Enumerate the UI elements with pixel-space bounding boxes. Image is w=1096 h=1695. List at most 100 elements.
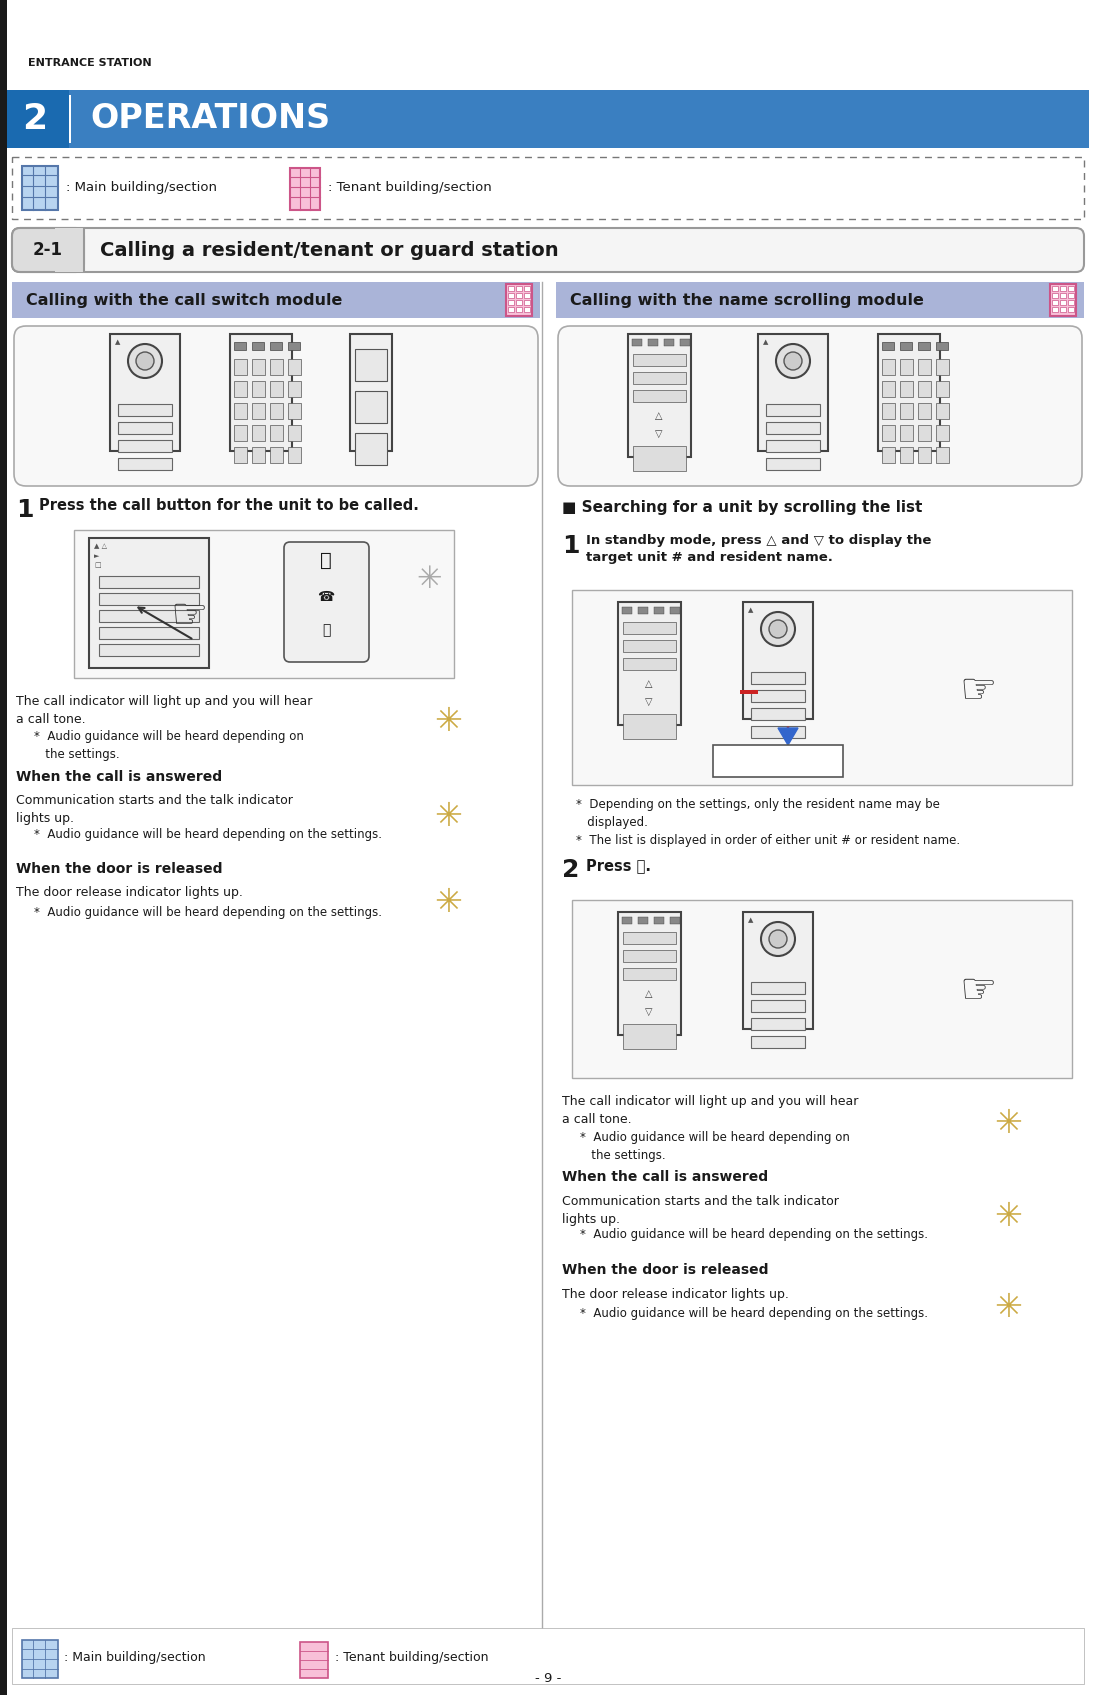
Bar xyxy=(1068,293,1074,298)
Text: Press ⓒ.: Press ⓒ. xyxy=(586,858,651,873)
Bar xyxy=(516,286,522,292)
Bar xyxy=(751,1019,804,1031)
Bar xyxy=(623,1024,676,1049)
Bar xyxy=(1068,286,1074,292)
Circle shape xyxy=(136,353,155,370)
Bar xyxy=(632,339,642,346)
Text: ▲ △: ▲ △ xyxy=(94,542,107,549)
Bar xyxy=(524,307,530,312)
Bar xyxy=(751,981,804,993)
Text: ENTRANCE STATION: ENTRANCE STATION xyxy=(28,58,151,68)
Bar xyxy=(516,300,522,305)
Bar xyxy=(252,381,265,397)
Text: *  Audio guidance will be heard depending on the settings.: * Audio guidance will be heard depending… xyxy=(580,1307,928,1320)
Text: ✳: ✳ xyxy=(434,886,463,919)
Bar xyxy=(633,354,686,366)
Bar xyxy=(878,334,940,451)
Bar xyxy=(12,158,1084,219)
Text: ▽: ▽ xyxy=(646,697,653,707)
Text: When the call is answered: When the call is answered xyxy=(562,1170,768,1185)
Bar xyxy=(110,334,180,451)
Text: Press the call button for the unit to be called.: Press the call button for the unit to be… xyxy=(39,498,419,514)
Bar xyxy=(623,949,676,963)
Bar xyxy=(751,690,804,702)
Bar xyxy=(918,447,931,463)
FancyBboxPatch shape xyxy=(284,542,369,663)
Bar xyxy=(270,447,283,463)
Bar xyxy=(0,0,7,1695)
Bar xyxy=(900,381,913,397)
Bar xyxy=(638,917,648,924)
Bar xyxy=(7,90,69,147)
Text: Communication starts and the talk indicator
lights up.: Communication starts and the talk indica… xyxy=(16,793,293,825)
Bar xyxy=(290,168,320,210)
Bar xyxy=(1052,307,1058,312)
Bar xyxy=(355,392,387,424)
Bar xyxy=(99,593,199,605)
Bar xyxy=(1060,307,1066,312)
Bar xyxy=(623,968,676,980)
Bar xyxy=(918,403,931,419)
Text: 2-1: 2-1 xyxy=(33,241,62,259)
Bar xyxy=(235,425,247,441)
Text: : Tenant building/section: : Tenant building/section xyxy=(335,1651,489,1664)
Text: 2: 2 xyxy=(22,102,47,136)
Text: The call indicator will light up and you will hear
a call tone.: The call indicator will light up and you… xyxy=(562,1095,858,1125)
Bar xyxy=(918,425,931,441)
Bar xyxy=(252,342,264,349)
Bar xyxy=(766,441,820,453)
Bar xyxy=(1052,300,1058,305)
Bar xyxy=(288,425,301,441)
Bar xyxy=(509,286,514,292)
Bar xyxy=(740,690,758,693)
Bar xyxy=(648,339,658,346)
Bar xyxy=(882,447,895,463)
Text: ▲: ▲ xyxy=(115,339,121,346)
Text: ✳: ✳ xyxy=(994,1200,1021,1232)
Text: ✳: ✳ xyxy=(994,1292,1021,1324)
Bar xyxy=(270,403,283,419)
Bar xyxy=(751,709,804,720)
Bar xyxy=(99,644,199,656)
Bar xyxy=(270,425,283,441)
Bar xyxy=(638,607,648,614)
Bar xyxy=(1052,286,1058,292)
Circle shape xyxy=(776,344,810,378)
Bar xyxy=(516,293,522,298)
Text: The door release indicator lights up.: The door release indicator lights up. xyxy=(16,886,243,898)
Text: : Tenant building/section: : Tenant building/section xyxy=(328,181,492,195)
Bar xyxy=(288,359,301,375)
Bar xyxy=(751,1036,804,1048)
Text: Communication starts and the talk indicator
lights up.: Communication starts and the talk indica… xyxy=(562,1195,838,1225)
Text: ☞: ☞ xyxy=(170,593,207,636)
Bar xyxy=(288,381,301,397)
Bar xyxy=(252,403,265,419)
Bar xyxy=(355,432,387,464)
Text: △: △ xyxy=(646,680,653,688)
Bar xyxy=(633,390,686,402)
Bar xyxy=(355,349,387,381)
FancyBboxPatch shape xyxy=(14,325,538,486)
Text: *  Depending on the settings, only the resident name may be
   displayed.: * Depending on the settings, only the re… xyxy=(576,798,940,829)
Bar xyxy=(1060,293,1066,298)
Bar xyxy=(1068,300,1074,305)
Text: ✳: ✳ xyxy=(434,800,463,832)
FancyBboxPatch shape xyxy=(12,229,1084,271)
Text: *  Audio guidance will be heard depending on
   the settings.: * Audio guidance will be heard depending… xyxy=(580,1131,849,1163)
Bar xyxy=(524,286,530,292)
Bar xyxy=(766,422,820,434)
Text: □: □ xyxy=(94,563,101,568)
Bar xyxy=(654,917,664,924)
Bar xyxy=(1068,307,1074,312)
Text: The call indicator will light up and you will hear
a call tone.: The call indicator will light up and you… xyxy=(16,695,312,725)
Bar xyxy=(12,1627,1084,1685)
Bar xyxy=(751,1000,804,1012)
Text: *  Audio guidance will be heard depending on the settings.: * Audio guidance will be heard depending… xyxy=(34,907,383,919)
Bar xyxy=(623,622,676,634)
Text: When the door is released: When the door is released xyxy=(562,1263,768,1276)
Bar xyxy=(623,607,632,614)
Bar xyxy=(918,342,931,349)
Bar xyxy=(743,912,813,1029)
Bar xyxy=(235,447,247,463)
Text: - 9 -: - 9 - xyxy=(535,1671,561,1685)
